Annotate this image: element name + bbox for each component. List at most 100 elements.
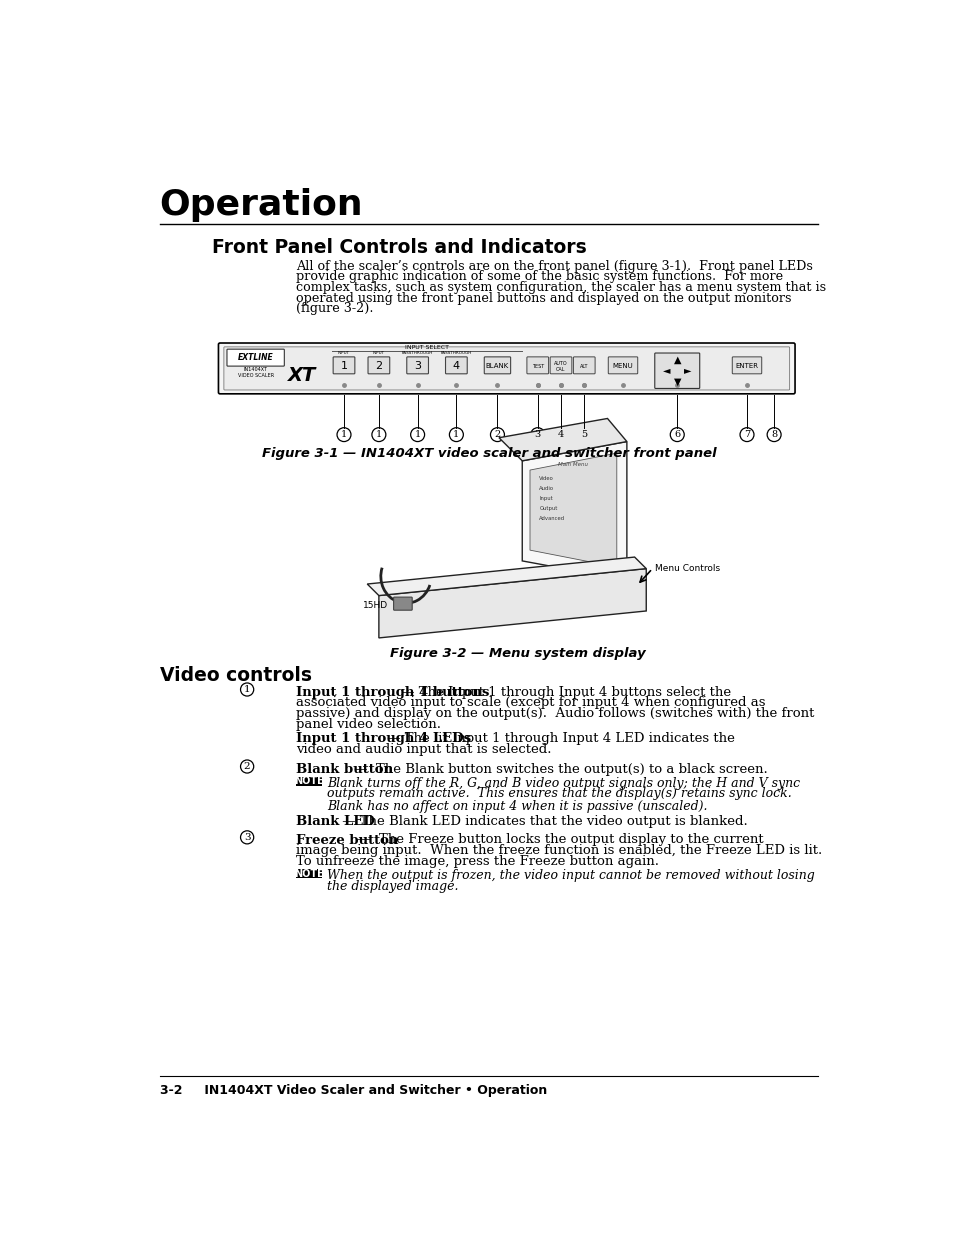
- Text: (figure 3-2).: (figure 3-2).: [295, 303, 373, 315]
- Text: 2: 2: [244, 762, 251, 771]
- Text: the displayed image.: the displayed image.: [327, 879, 458, 893]
- FancyBboxPatch shape: [406, 357, 428, 374]
- Text: Figure 3-1 — IN1404XT video scaler and switcher front panel: Figure 3-1 — IN1404XT video scaler and s…: [261, 447, 716, 459]
- Text: BLANK: BLANK: [485, 363, 509, 369]
- FancyBboxPatch shape: [608, 357, 637, 374]
- FancyBboxPatch shape: [227, 350, 284, 366]
- Text: 4: 4: [453, 361, 459, 370]
- FancyBboxPatch shape: [394, 597, 412, 610]
- FancyBboxPatch shape: [732, 357, 760, 374]
- Polygon shape: [521, 442, 626, 580]
- Text: 5: 5: [580, 430, 587, 440]
- Text: To unfreeze the image, press the Freeze button again.: To unfreeze the image, press the Freeze …: [295, 855, 659, 868]
- Text: 3-2     IN1404XT Video Scaler and Switcher • Operation: 3-2 IN1404XT Video Scaler and Switcher •…: [159, 1084, 546, 1097]
- Text: 8: 8: [770, 430, 777, 440]
- Text: ◄: ◄: [662, 366, 669, 375]
- Text: 3: 3: [244, 832, 251, 842]
- Text: video and audio input that is selected.: video and audio input that is selected.: [295, 742, 551, 756]
- Text: Blank has no affect on input 4 when it is passive (unscaled).: Blank has no affect on input 4 when it i…: [327, 799, 707, 813]
- Text: image being input.  When the freeze function is enabled, the Freeze LED is lit.: image being input. When the freeze funct…: [295, 845, 821, 857]
- FancyBboxPatch shape: [484, 357, 510, 374]
- Text: Front Panel Controls and Indicators: Front Panel Controls and Indicators: [212, 237, 586, 257]
- FancyBboxPatch shape: [295, 777, 321, 785]
- Text: 4: 4: [558, 430, 563, 440]
- FancyBboxPatch shape: [573, 357, 595, 374]
- Polygon shape: [378, 568, 645, 638]
- FancyBboxPatch shape: [445, 357, 467, 374]
- Text: operated using the front panel buttons and displayed on the output monitors: operated using the front panel buttons a…: [295, 291, 791, 305]
- Text: ALT: ALT: [579, 363, 588, 368]
- Text: IN1404XT
VIDEO SCALER: IN1404XT VIDEO SCALER: [237, 367, 274, 378]
- Text: — The lit Input 1 through Input 4 LED indicates the: — The lit Input 1 through Input 4 LED in…: [382, 732, 734, 745]
- Text: ENTER: ENTER: [735, 363, 758, 369]
- Text: Output: Output: [538, 506, 558, 511]
- Text: Video controls: Video controls: [159, 666, 312, 684]
- FancyBboxPatch shape: [526, 357, 548, 374]
- Text: EXTLINE: EXTLINE: [237, 353, 274, 362]
- Text: —  The Freeze button locks the output display to the current: — The Freeze button locks the output dis…: [353, 834, 762, 846]
- Text: Audio: Audio: [538, 487, 554, 492]
- Text: 15HD: 15HD: [363, 601, 388, 610]
- Text: Freeze button: Freeze button: [295, 834, 398, 846]
- Text: XT: XT: [288, 366, 316, 385]
- Text: ▼: ▼: [673, 377, 680, 387]
- Text: INPUT: INPUT: [337, 351, 350, 356]
- FancyBboxPatch shape: [550, 357, 571, 374]
- Text: Operation: Operation: [159, 188, 363, 222]
- Text: 2: 2: [375, 361, 382, 370]
- Text: 1: 1: [414, 430, 420, 440]
- Polygon shape: [498, 419, 626, 461]
- Text: 1: 1: [244, 685, 251, 694]
- Text: passive) and display on the output(s).  Audio follows (switches with) the front: passive) and display on the output(s). A…: [295, 708, 814, 720]
- Text: Blank button: Blank button: [295, 763, 393, 776]
- Text: Video: Video: [538, 477, 554, 482]
- Text: Input 1 through 4 LEDs: Input 1 through 4 LEDs: [295, 732, 471, 745]
- Text: provide graphic indication of some of the basic system functions.  For more: provide graphic indication of some of th…: [295, 270, 782, 284]
- FancyBboxPatch shape: [224, 347, 789, 390]
- Text: — The Input 1 through Input 4 buttons select the: — The Input 1 through Input 4 buttons se…: [396, 685, 730, 699]
- Text: NOTE: NOTE: [294, 868, 323, 878]
- Text: Main Menu: Main Menu: [558, 462, 588, 467]
- Polygon shape: [530, 453, 617, 567]
- Text: When the output is frozen, the video input cannot be removed without losing: When the output is frozen, the video inp…: [327, 869, 814, 882]
- Text: Blank LED: Blank LED: [295, 815, 375, 827]
- Text: Blank turns off the R, G, and B video output signals only; the H and V sync: Blank turns off the R, G, and B video ou…: [327, 777, 800, 789]
- FancyBboxPatch shape: [333, 357, 355, 374]
- FancyBboxPatch shape: [295, 869, 321, 878]
- Text: complex tasks, such as system configuration, the scaler has a menu system that i: complex tasks, such as system configurat…: [295, 282, 825, 294]
- Text: 2: 2: [494, 430, 500, 440]
- Text: ▲: ▲: [673, 354, 680, 366]
- Text: 1: 1: [375, 430, 381, 440]
- Text: — The Blank LED indicates that the video output is blanked.: — The Blank LED indicates that the video…: [337, 815, 747, 827]
- Text: Input 1 through 4 buttons: Input 1 through 4 buttons: [295, 685, 489, 699]
- Text: MENU: MENU: [612, 363, 633, 369]
- Polygon shape: [367, 557, 645, 595]
- Text: Menu Controls: Menu Controls: [654, 564, 720, 573]
- Text: NOTE: NOTE: [294, 776, 323, 787]
- Text: PASSTHROUGH: PASSTHROUGH: [401, 351, 433, 356]
- Text: Input: Input: [538, 496, 553, 501]
- Text: ►: ►: [683, 366, 691, 375]
- Text: outputs remain active.  This ensures that the display(s) retains sync lock.: outputs remain active. This ensures that…: [327, 787, 791, 800]
- Text: 3: 3: [414, 361, 420, 370]
- Text: INPUT SELECT: INPUT SELECT: [404, 345, 449, 350]
- Text: 6: 6: [674, 430, 679, 440]
- FancyBboxPatch shape: [218, 343, 794, 394]
- FancyBboxPatch shape: [654, 353, 699, 389]
- Text: panel video selection.: panel video selection.: [295, 718, 440, 731]
- Text: 7: 7: [743, 430, 749, 440]
- Text: 1: 1: [453, 430, 459, 440]
- Text: 1: 1: [340, 361, 347, 370]
- Text: 1: 1: [340, 430, 347, 440]
- Text: 3: 3: [534, 430, 540, 440]
- Text: Advanced: Advanced: [538, 516, 565, 521]
- Text: All of the scaler’s controls are on the front panel (figure 3-1).  Front panel L: All of the scaler’s controls are on the …: [295, 259, 812, 273]
- Text: associated video input to scale (except for input 4 when configured as: associated video input to scale (except …: [295, 697, 764, 709]
- Text: AUTO
CAL: AUTO CAL: [554, 361, 567, 372]
- Text: —  The Blank button switches the output(s) to a black screen.: — The Blank button switches the output(s…: [350, 763, 767, 776]
- Text: INPUT: INPUT: [373, 351, 384, 356]
- Text: TEST: TEST: [531, 363, 543, 368]
- FancyBboxPatch shape: [368, 357, 390, 374]
- Text: Figure 3-2 — Menu system display: Figure 3-2 — Menu system display: [390, 647, 645, 661]
- Text: PASSTHROUGH: PASSTHROUGH: [440, 351, 472, 356]
